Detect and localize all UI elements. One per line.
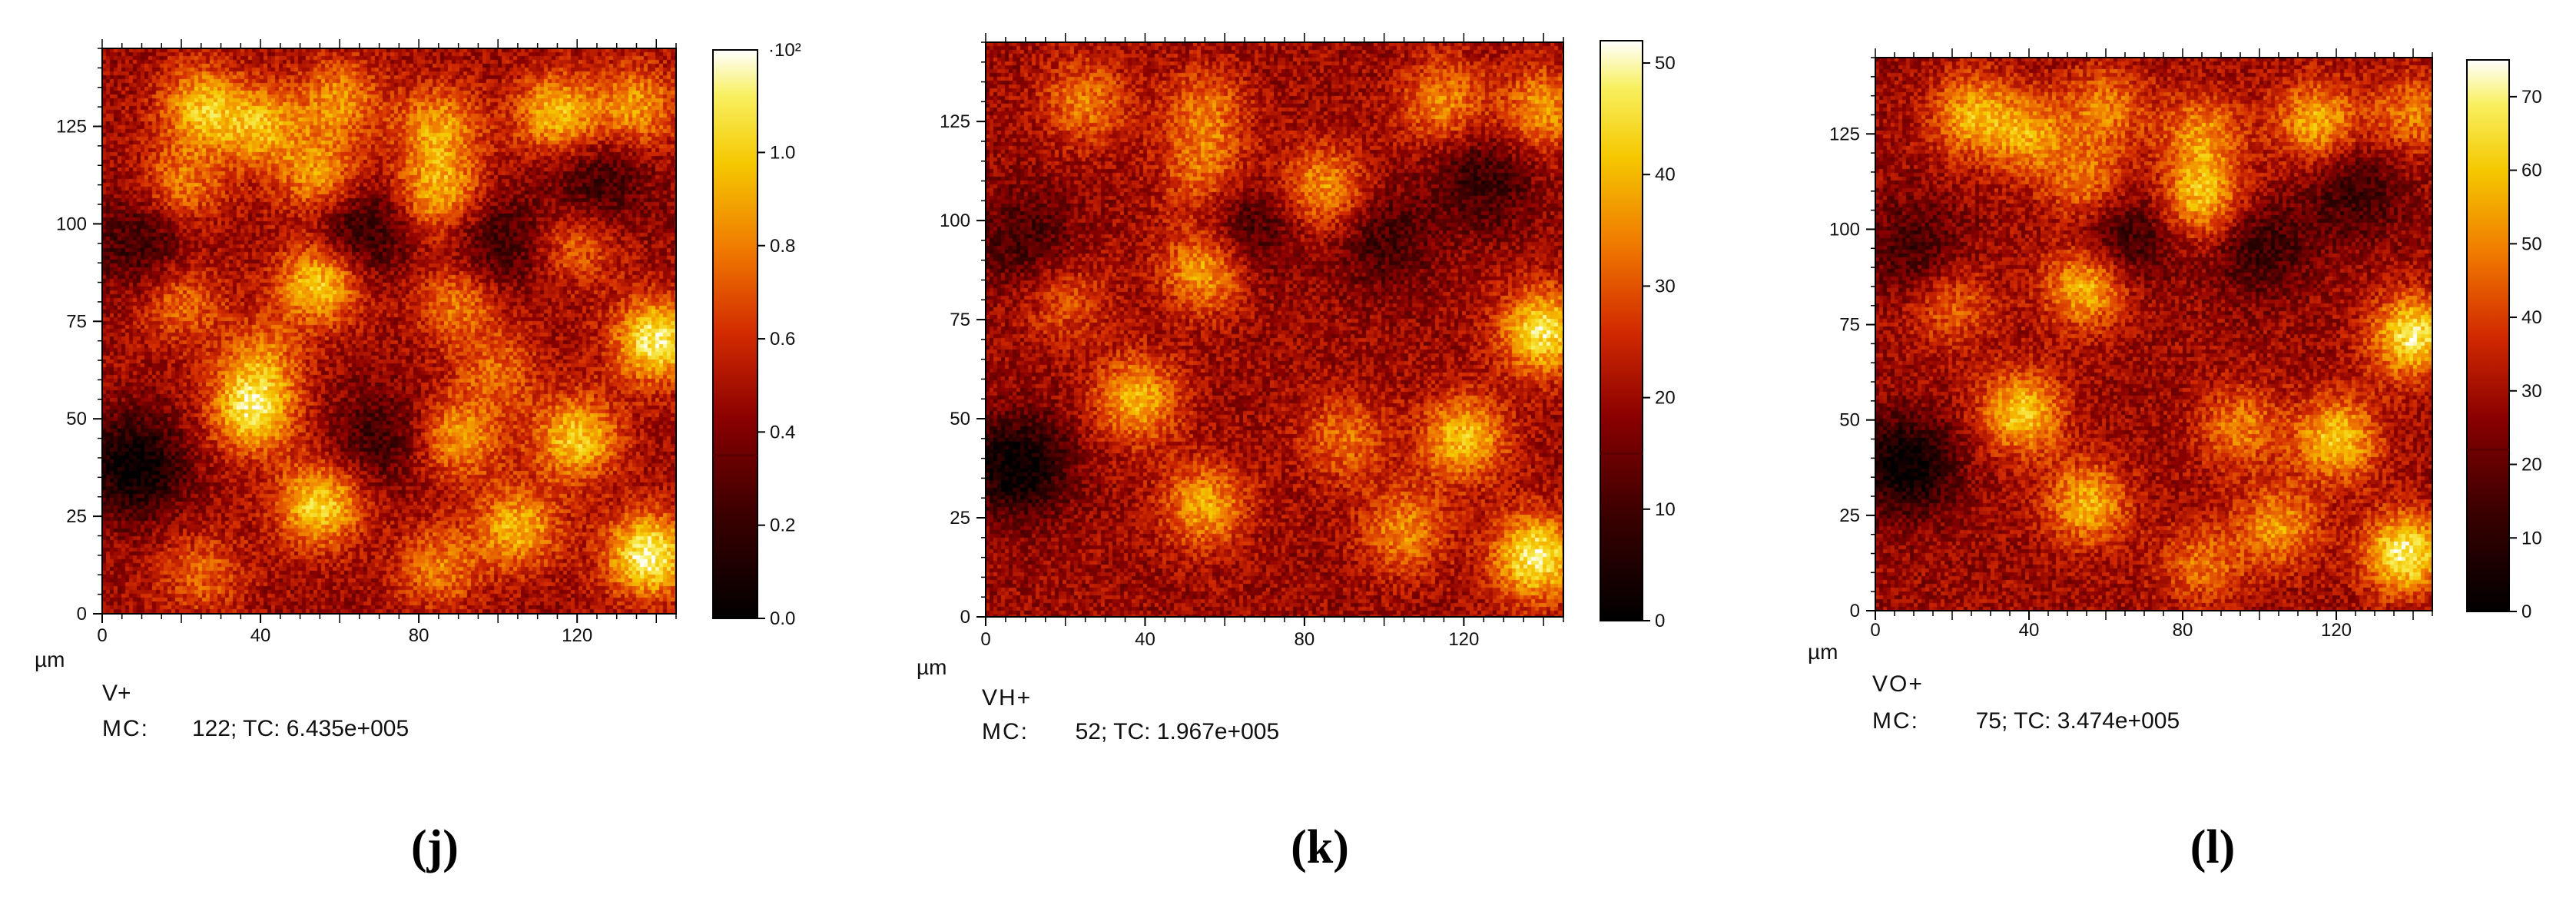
y-tick-label-l-4: 100 [1829,219,1860,240]
colorbar-multiplier-j: ·10² [768,40,801,61]
colorbar-tick-label-j-0: 0.0 [770,608,795,629]
colorbar-tick-label-k-3: 30 [1655,276,1676,297]
y-tick-label-l-2: 50 [1839,410,1860,431]
mc-label-j: MC: [102,716,149,741]
heatmap-canvas-j [102,48,676,614]
panel-caption-j: (j) [411,821,459,873]
panel-k: 0 40 80 120 0 25 50 75 100 125 0 10 20 30 40 50 µm VH+… [917,33,1676,873]
mc-value-k: 52 [1076,719,1101,744]
y-tick-label-j-0: 0 [77,604,87,625]
plot-frame-k [985,41,1564,618]
colorbar-tick-label-l-5: 50 [2521,234,2542,254]
x-tick-label-l-0: 0 [1870,620,1880,641]
axis-ticks-l: 0 40 80 120 0 25 50 75 100 125 [1829,48,2433,641]
y-tick-label-j-4: 100 [56,214,87,234]
colorbar-tick-label-l-7: 70 [2521,87,2542,108]
mc-value-l: 75 [1976,708,2001,734]
axis-ticks-j: 0 40 80 120 0 25 50 75 100 125 [56,39,677,646]
y-tick-label-j-5: 125 [56,117,87,138]
panel-j: 0 40 80 120 0 25 50 75 100 125 0.0 0.2 0.4 0.6 0.8 1.0… [35,39,801,873]
heatmap-plot-l [1875,58,2432,611]
tc-label-j: ; TC: 6.435e+005 [230,716,409,741]
y-tick-label-j-1: 25 [66,506,87,527]
colorbar-tick-label-l-0: 0 [2521,601,2531,622]
colorbar-tick-label-j-4: 0.8 [770,236,795,257]
colorbar-tick-label-l-3: 30 [2521,381,2542,402]
colorbar-tick-label-k-0: 0 [1655,611,1665,631]
colorbar-ticks-j: 0.0 0.2 0.4 0.6 0.8 1.0 [713,142,795,629]
axis-ticks-k: 0 40 80 120 0 25 50 75 100 125 [940,33,1564,650]
x-tick-label-j-2: 80 [409,625,429,646]
unit-label-l: µm [1808,640,1838,664]
colorbar-tick-label-k-1: 10 [1655,499,1676,520]
y-tick-label-l-3: 75 [1839,315,1860,336]
colorbar-l [2466,59,2510,612]
tc-label-l: ; TC: 3.474e+005 [2001,708,2180,734]
colorbar-tick-label-j-2: 0.4 [770,422,795,442]
mc-label-k: MC: [982,719,1029,744]
x-tick-label-k-1: 40 [1135,629,1155,650]
x-tick-label-l-2: 80 [2173,620,2193,641]
panel-l: 0 40 80 120 0 25 50 75 100 125 0 10 20 30 40 50 60 70 µm… [1808,48,2542,873]
mc-value-j: 122 [192,716,230,741]
tc-label-k: ; TC: 1.967e+005 [1101,719,1279,744]
x-tick-label-l-3: 120 [2321,620,2352,641]
y-tick-label-k-4: 100 [940,210,970,231]
ion-label-k: VH+ [982,685,1032,711]
y-tick-label-j-2: 50 [66,409,87,429]
x-tick-label-j-1: 40 [250,625,271,646]
unit-label-j: µm [35,648,65,671]
colorbar-tick-label-j-3: 0.6 [770,329,795,350]
colorbar-j [712,49,758,619]
colorbar-tick-label-l-2: 20 [2521,455,2542,476]
colorbar-ticks-k: 0 10 20 30 40 50 [1600,53,1676,631]
colorbar-tick-label-j-5: 1.0 [770,142,795,163]
heatmap-canvas-l [1875,58,2432,611]
colorbar-tick-label-j-1: 0.2 [770,515,795,536]
heatmap-plot-k [986,42,1563,617]
heatmap-plot-j [102,48,676,614]
x-tick-label-j-3: 120 [562,625,592,646]
colorbar-tick-label-k-2: 20 [1655,388,1676,409]
colorbar-ticks-l: 0 10 20 30 40 50 60 70 [2467,87,2542,622]
colorbar-tick-label-l-1: 10 [2521,528,2542,548]
y-tick-label-k-3: 75 [950,310,970,330]
x-tick-label-k-2: 80 [1295,629,1315,650]
y-tick-label-k-1: 25 [950,508,970,529]
x-tick-label-k-3: 120 [1448,629,1479,650]
mc-label-l: MC: [1872,708,1919,734]
x-tick-label-k-0: 0 [980,629,990,650]
unit-label-k: µm [917,655,947,679]
heatmap-canvas-k [986,42,1563,617]
colorbar-k [1600,40,1643,621]
ion-label-l: VO+ [1872,671,1924,697]
ion-label-j: V+ [102,681,131,706]
y-tick-label-l-0: 0 [1850,601,1860,621]
y-tick-label-j-3: 75 [66,311,87,332]
y-tick-label-k-2: 50 [950,409,970,429]
plot-frame-j [101,48,677,615]
colorbar-tick-label-l-6: 60 [2521,161,2542,181]
x-tick-label-j-0: 0 [97,625,107,646]
colorbar-tick-label-k-4: 40 [1655,164,1676,185]
plot-frame-l [1875,57,2433,611]
colorbar-tick-label-k-5: 50 [1655,53,1676,74]
panel-caption-l: (l) [2190,821,2236,873]
y-tick-label-l-5: 125 [1829,124,1860,144]
x-tick-label-l-1: 40 [2019,620,2040,641]
y-tick-label-k-0: 0 [960,607,970,628]
y-tick-label-l-1: 25 [1839,505,1860,526]
panel-caption-k: (k) [1291,821,1349,873]
y-tick-label-k-5: 125 [940,111,970,132]
colorbar-tick-label-l-4: 40 [2521,307,2542,328]
